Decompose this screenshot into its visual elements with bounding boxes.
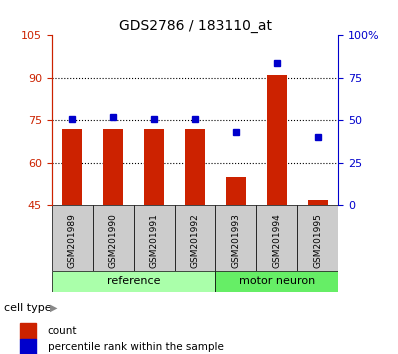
Text: reference: reference bbox=[107, 276, 160, 286]
Text: GSM201990: GSM201990 bbox=[109, 213, 118, 268]
Text: GSM201991: GSM201991 bbox=[150, 213, 158, 268]
Text: cell type: cell type bbox=[4, 303, 52, 313]
Bar bbox=[215, 205, 256, 271]
Text: GSM201994: GSM201994 bbox=[272, 213, 281, 268]
Bar bbox=[134, 205, 175, 271]
Bar bbox=[52, 205, 93, 271]
Bar bbox=[20, 323, 36, 338]
Bar bbox=[297, 205, 338, 271]
Bar bbox=[215, 271, 338, 292]
Text: GSM201993: GSM201993 bbox=[232, 213, 240, 268]
Bar bbox=[93, 205, 134, 271]
Title: GDS2786 / 183110_at: GDS2786 / 183110_at bbox=[119, 19, 271, 33]
Text: GSM201995: GSM201995 bbox=[313, 213, 322, 268]
Text: count: count bbox=[48, 326, 77, 336]
Text: GSM201992: GSM201992 bbox=[191, 213, 199, 268]
Bar bbox=[185, 129, 205, 205]
Bar bbox=[175, 205, 215, 271]
Bar bbox=[103, 129, 123, 205]
Text: ▶: ▶ bbox=[50, 303, 57, 313]
Text: percentile rank within the sample: percentile rank within the sample bbox=[48, 342, 224, 352]
Bar bbox=[226, 177, 246, 205]
Bar bbox=[52, 271, 215, 292]
Text: GSM201989: GSM201989 bbox=[68, 213, 77, 268]
Bar bbox=[256, 205, 297, 271]
Bar bbox=[62, 129, 82, 205]
Text: motor neuron: motor neuron bbox=[239, 276, 315, 286]
Bar bbox=[20, 338, 36, 354]
Bar bbox=[308, 200, 328, 205]
Bar bbox=[144, 129, 164, 205]
Bar bbox=[267, 75, 287, 205]
